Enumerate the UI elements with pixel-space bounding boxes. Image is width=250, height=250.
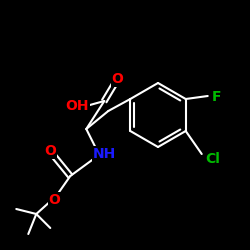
Text: O: O: [48, 193, 60, 207]
Text: OH: OH: [66, 99, 89, 113]
Text: O: O: [111, 72, 123, 86]
Text: F: F: [212, 90, 222, 104]
Text: Cl: Cl: [205, 152, 220, 166]
Text: O: O: [44, 144, 56, 158]
Text: NH: NH: [93, 147, 116, 161]
